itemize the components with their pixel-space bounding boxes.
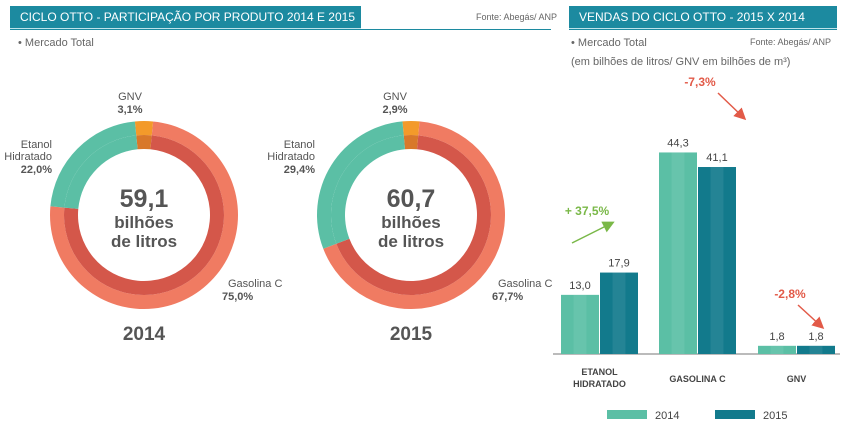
right-panel-divider [569,29,837,30]
donut-2015-etanol-pct: 29,4% [284,164,315,176]
bar-gnv-2015 [797,345,835,354]
donut-2014-gnv-inner [136,135,152,150]
left-panel-source: Fonte: Abegás/ ANP [476,12,558,22]
donut-2015-etanol-label-2: Hidratado [267,151,315,163]
bar-label-gnv-2015: 1,8 [808,331,823,343]
donut-2015-center-unit-1: bilhões [381,213,441,232]
donut-2014-etanol-label-2: Hidratado [4,151,52,163]
bar-category-gnv: GNV [787,374,807,384]
donut-2015-gnv-outer [402,121,420,136]
bar-etanol-hidratado-2015 [600,272,638,354]
bar-category-etanol-hidratado-1: ETANOL [581,367,618,377]
legend-swatch-2014 [607,410,647,419]
donut-2014-etanol-hidratado-outer [50,121,137,208]
donut-2014-etanol-label-1: Etanol [21,139,52,151]
donut-2014-etanol-pct: 22,0% [21,164,52,176]
donut-2015-gnv-label: GNV [383,91,408,103]
right-panel-subtitle: • Mercado Total [571,37,647,49]
bar-category-etanol-hidratado-2: HIDRATADO [573,379,626,389]
change-label-0: + 37,5% [565,204,610,218]
donut-2015-gasolina-pct: 67,7% [492,291,523,303]
bar-gasolina-c-2014-sheen [671,152,685,354]
bar-label-gnv-2014: 1,8 [769,331,784,343]
donut-2014-year: 2014 [123,324,166,345]
donut-2014-gasolina-pct: 75,0% [222,291,253,303]
bar-etanol-hidratado-2014-sheen [573,294,587,354]
donut-2014-center-unit-1: bilhões [114,213,174,232]
bar-category-gasolina-c: GASOLINA C [669,374,726,384]
donut-2015-gnv-pct: 2,9% [382,104,407,116]
change-label-2: -2,8% [774,287,806,301]
donut-2014-gnv-label: GNV [118,91,143,103]
left-panel-subtitle: • Mercado Total [18,37,94,49]
donut-2015-center-unit-2: de litros [378,232,444,251]
donut-2015-gasolina-label: Gasolina C [498,278,552,290]
right-panel-title: VENDAS DO CICLO OTTO - 2015 X 2014 [569,6,837,29]
donut-2015-etanol-hidratado-outer [317,121,404,249]
donut-2014-center-value: 59,1 [120,185,169,213]
legend-label-2015: 2015 [763,410,787,422]
change-arrow-1 [717,92,747,121]
bar-label-gasolina-c-2014: 44,3 [667,137,688,149]
bar-etanol-hidratado-2015-sheen [612,272,626,354]
legend-swatch-2015 [715,410,755,419]
bar-label-etanol-hidratado-2014: 13,0 [569,280,590,292]
bar-gasolina-c-2014 [659,152,697,354]
change-arrow-2 [797,304,825,330]
left-panel-title: CICLO OTTO - PARTICIPAÇÃO POR PRODUTO 20… [10,6,361,29]
bar-gnv-2015-sheen [809,345,823,354]
bar-gnv-2014-sheen [770,345,784,354]
change-label-1: -7,3% [684,75,716,89]
donut-2014-center-unit-2: de litros [111,232,177,251]
donut-2014-gnv-pct: 3,1% [117,104,142,116]
donut-2015-etanol-label-1: Etanol [284,139,315,151]
donut-2014-gasolina-label: Gasolina C [228,278,282,290]
bar-label-gasolina-c-2015: 41,1 [706,152,727,164]
right-panel-units: (em bilhões de litros/ GNV em bilhões de… [571,56,791,68]
donut-2015-gnv-inner [403,135,419,150]
donut-2015-etanol-hidratado-inner [331,135,405,244]
legend-label-2014: 2014 [655,410,679,422]
left-panel-divider [10,29,551,30]
donut-2014-gnv-outer [134,121,154,136]
donut-2014-etanol-hidratado-inner [64,135,138,209]
bar-label-etanol-hidratado-2015: 17,9 [608,258,629,270]
bar-gnv-2014 [758,345,796,354]
donut-2015-year: 2015 [390,324,433,345]
change-arrow-0 [571,221,615,244]
donut-2015-center-value: 60,7 [387,185,436,213]
bar-gasolina-c-2015 [698,167,736,354]
right-panel-source: Fonte: Abegás/ ANP [750,37,832,47]
bar-gasolina-c-2015-sheen [710,167,724,354]
bar-etanol-hidratado-2014 [561,294,599,354]
